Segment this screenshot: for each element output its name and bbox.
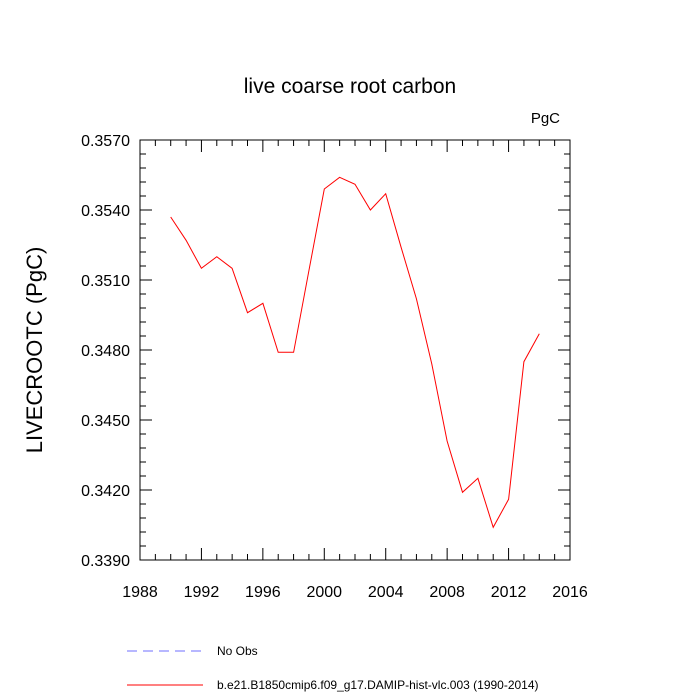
x-tick-labels: 1988 1992 1996 2000 2004 2008 2012 2016 [122,584,588,601]
y-tick-label: 0.3540 [81,203,130,220]
y-tick-label: 0.3390 [81,553,130,570]
legend: No Obs b.e21.B1850cmip6.f09_g17.DAMIP-his… [127,644,539,692]
y-tick-label: 0.3480 [81,343,130,360]
x-tick-label: 2000 [306,584,342,601]
y-axis-label: LIVECROOTC (PgC) [22,247,47,454]
x-tick-label: 2016 [552,584,588,601]
x-tick-label: 1992 [184,584,220,601]
legend-label-0: No Obs [217,644,258,658]
series-group [170,176,540,529]
chart-title: live coarse root carbon [244,75,456,98]
y-tick-label: 0.3510 [81,273,130,290]
x-tick-label: 2008 [429,584,465,601]
units-label: PgC [531,110,560,127]
y-tick-label: 0.3570 [81,133,130,150]
y-tick-label: 0.3420 [81,483,130,500]
x-tick-label: 1988 [122,584,158,601]
y-tick-label: 0.3450 [81,413,130,430]
plot-frame [139,139,571,561]
x-tick-label: 2004 [368,584,404,601]
x-tick-label: 2012 [491,584,527,601]
y-tick-labels: 0.3390 0.3420 0.3450 0.3480 0.3510 0.3540 0.35… [81,133,130,570]
axis-ticks [139,139,571,561]
legend-label-1: b.e21.B1850cmip6.f09_g17.DAMIP-hist-vlc.… [217,678,539,692]
series-line [170,176,540,529]
x-tick-label: 1996 [245,584,281,601]
